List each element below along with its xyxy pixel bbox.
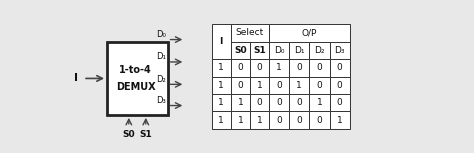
Text: 0: 0 xyxy=(276,116,282,125)
Text: 1: 1 xyxy=(219,116,224,125)
Bar xyxy=(310,76,329,94)
Bar xyxy=(310,111,329,129)
Bar xyxy=(269,42,289,59)
Text: D₃: D₃ xyxy=(156,96,166,105)
Bar xyxy=(231,76,250,94)
Text: 1: 1 xyxy=(256,116,262,125)
Text: 1: 1 xyxy=(219,98,224,107)
Bar xyxy=(310,42,329,59)
Bar xyxy=(250,76,269,94)
Bar xyxy=(329,94,350,111)
Bar xyxy=(269,24,350,42)
Text: 0: 0 xyxy=(337,63,343,72)
Text: 1-to-4: 1-to-4 xyxy=(119,65,152,75)
Text: 1: 1 xyxy=(219,81,224,90)
Bar xyxy=(289,59,310,76)
Bar xyxy=(212,76,231,94)
Bar xyxy=(289,42,310,59)
Text: D₃: D₃ xyxy=(335,46,345,55)
Bar xyxy=(289,76,310,94)
Bar xyxy=(329,59,350,76)
Text: 0: 0 xyxy=(337,81,343,90)
Text: 1: 1 xyxy=(219,63,224,72)
Text: 0: 0 xyxy=(317,63,322,72)
Text: 0: 0 xyxy=(296,98,302,107)
Text: S0: S0 xyxy=(234,46,246,55)
Text: 1: 1 xyxy=(317,98,322,107)
Text: 0: 0 xyxy=(276,98,282,107)
Bar xyxy=(231,59,250,76)
Text: 0: 0 xyxy=(237,63,243,72)
Text: 1: 1 xyxy=(237,98,243,107)
Bar xyxy=(269,59,289,76)
Text: D₂: D₂ xyxy=(156,75,166,84)
Text: 0: 0 xyxy=(256,98,262,107)
Bar xyxy=(231,42,250,59)
Bar xyxy=(329,76,350,94)
Bar xyxy=(269,76,289,94)
Text: S1: S1 xyxy=(139,130,152,139)
Text: 0: 0 xyxy=(296,63,302,72)
Text: DEMUX: DEMUX xyxy=(116,82,155,92)
Text: 1: 1 xyxy=(296,81,302,90)
Text: 1: 1 xyxy=(337,116,343,125)
Bar xyxy=(212,111,231,129)
Bar xyxy=(329,111,350,129)
Bar xyxy=(231,94,250,111)
Text: 0: 0 xyxy=(317,116,322,125)
Text: I: I xyxy=(219,37,223,46)
Text: 1: 1 xyxy=(276,63,282,72)
Text: 0: 0 xyxy=(296,116,302,125)
Bar xyxy=(250,59,269,76)
Text: 0: 0 xyxy=(237,81,243,90)
Text: O/P: O/P xyxy=(302,28,317,37)
Text: S1: S1 xyxy=(253,46,266,55)
Bar xyxy=(289,111,310,129)
Text: 0: 0 xyxy=(337,98,343,107)
Text: D₀: D₀ xyxy=(156,30,166,39)
Bar xyxy=(310,59,329,76)
Text: 0: 0 xyxy=(317,81,322,90)
Text: 1: 1 xyxy=(256,81,262,90)
Text: 0: 0 xyxy=(276,81,282,90)
Bar xyxy=(231,111,250,129)
Bar xyxy=(250,111,269,129)
Bar xyxy=(329,42,350,59)
Bar xyxy=(107,42,168,115)
Bar xyxy=(212,24,231,59)
Bar xyxy=(289,94,310,111)
Text: S0: S0 xyxy=(122,130,135,139)
Bar xyxy=(231,24,269,42)
Text: 1: 1 xyxy=(237,116,243,125)
Text: D₁: D₁ xyxy=(294,46,305,55)
Bar xyxy=(269,111,289,129)
Text: D₂: D₂ xyxy=(314,46,325,55)
Text: I: I xyxy=(74,73,78,83)
Text: D₁: D₁ xyxy=(156,52,166,61)
Bar xyxy=(310,94,329,111)
Text: 0: 0 xyxy=(256,63,262,72)
Text: Select: Select xyxy=(236,28,264,37)
Bar xyxy=(250,94,269,111)
Bar xyxy=(250,42,269,59)
Bar xyxy=(212,59,231,76)
Bar xyxy=(269,94,289,111)
Text: D₀: D₀ xyxy=(274,46,284,55)
Bar xyxy=(212,94,231,111)
